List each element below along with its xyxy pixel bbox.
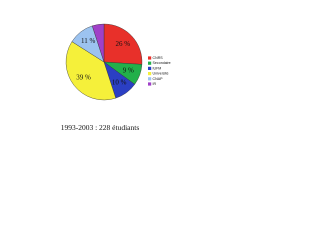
legend-swatch — [148, 61, 152, 65]
legend-swatch — [148, 66, 152, 70]
legend-label: CNAP — [153, 77, 164, 81]
chart-title: 1993-2003 : 228 étudiants — [61, 123, 140, 132]
pie-slice — [65, 41, 116, 101]
pie-slice — [103, 23, 143, 65]
data-label: 26 % — [116, 40, 131, 48]
legend-label: Université — [153, 72, 169, 76]
legend-label: CNRS — [153, 56, 164, 60]
data-label: 10 % — [112, 79, 127, 87]
chart: 1993-2003 : 228 étudiants 26 % 9 % 10 % 39 … — [61, 23, 171, 132]
legend-label: IR — [153, 82, 157, 86]
data-label: 11 % — [81, 37, 95, 45]
legend-swatch — [148, 56, 152, 60]
legend-swatch — [148, 82, 152, 86]
data-label: 9 % — [123, 66, 134, 74]
legend-label: IUFM — [153, 66, 162, 70]
legend-swatch — [148, 77, 152, 81]
legend-label: Secondaire — [153, 61, 171, 65]
page: {"chart_data": {"type": "pie", "title": … — [0, 0, 200, 140]
pie-slice — [92, 23, 105, 63]
data-label: 39 % — [76, 73, 91, 81]
legend-swatch — [148, 72, 152, 76]
